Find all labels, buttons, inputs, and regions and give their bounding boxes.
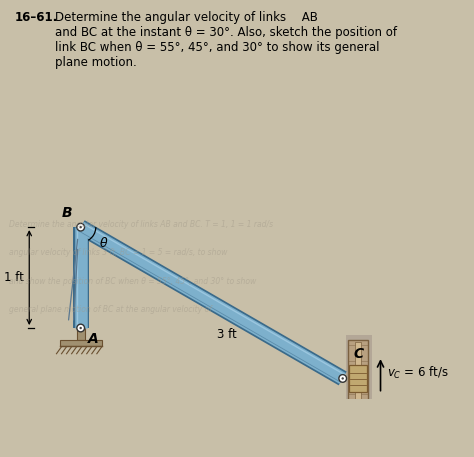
Circle shape [80,226,82,228]
Text: angular velocity of links 3 ft, BC = 1 = 5 = rad/s, to show: angular velocity of links 3 ft, BC = 1 =… [9,249,228,257]
Text: θ: θ [100,237,108,250]
Text: B: B [62,206,73,220]
Text: and show the position of BC when θ = 55°, 45°, and 30° to show: and show the position of BC when θ = 55°… [9,276,257,286]
Text: 16–61.: 16–61. [14,11,57,24]
Text: Determine the angular velocity of links AB and BC. T = 1, 1 = 1 rad/s: Determine the angular velocity of links … [9,220,273,229]
Text: 3 ft: 3 ft [217,328,237,341]
Text: general plane motion of BC at the angular velocity of: general plane motion of BC at the angula… [9,305,212,314]
Text: C: C [353,347,364,361]
Bar [77,328,85,340]
Text: $v_C$ = 6 ft/s: $v_C$ = 6 ft/s [387,365,448,381]
Bar [60,340,102,345]
Bar [348,340,368,431]
Text: A: A [88,332,99,346]
Circle shape [339,375,346,382]
Text: 1 ft: 1 ft [4,271,24,284]
Bar [355,342,361,429]
Bar [349,365,367,392]
Circle shape [77,324,84,332]
Text: Determine the angular velocity of links      AB
and BC at the instant θ = 30°. A: Determine the angular velocity of links … [55,11,397,69]
Circle shape [80,327,82,329]
Circle shape [77,223,84,231]
Bar [346,335,373,436]
Circle shape [341,377,344,380]
